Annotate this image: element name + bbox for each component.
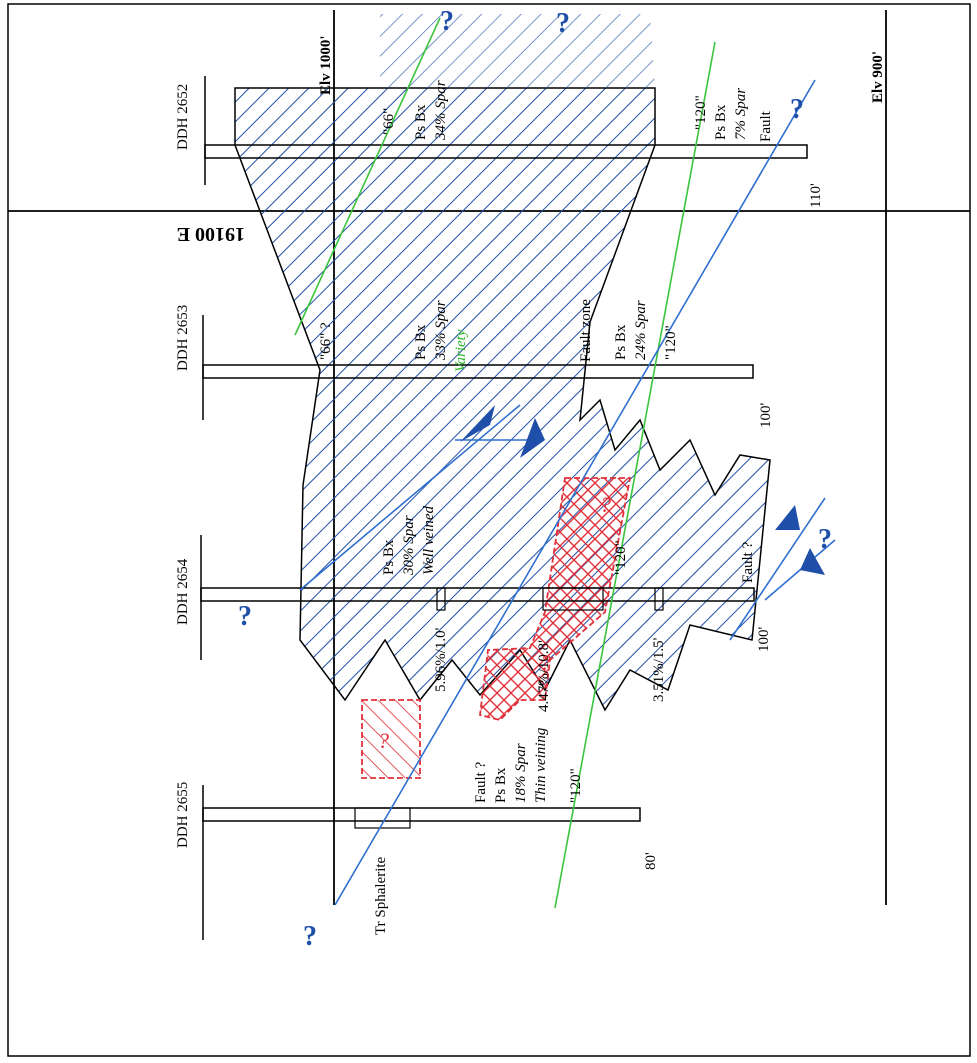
depth-label: 100' xyxy=(758,403,774,429)
fault-label: Fault ? xyxy=(740,541,756,583)
fault-arrow-icon xyxy=(520,418,545,458)
uncertainty-mark: ? xyxy=(600,492,611,517)
horizon-66-label: "66" ? xyxy=(318,322,334,360)
fault-line-main xyxy=(334,79,816,906)
rock-label: Ps Bx xyxy=(413,324,429,360)
fault-zone-label: Fault zone xyxy=(578,299,594,362)
drill-hole-2652 xyxy=(204,76,808,185)
drill-hole-2654 xyxy=(200,535,755,660)
rock-label: Ps Bx xyxy=(413,104,429,140)
rock-label: Ps Bx xyxy=(493,767,509,803)
uncertainty-mark: ? xyxy=(556,8,570,39)
rock-label: Ps Bx xyxy=(713,104,729,140)
assay-label: 5.96%/1.0' xyxy=(433,627,449,692)
horizon-120-label: "120" xyxy=(693,95,709,130)
spar-label: 34% Spar xyxy=(433,80,449,141)
spar-label: 30% Spar xyxy=(401,515,417,576)
uncertainty-mark: ? xyxy=(818,524,832,555)
uncertainty-mark: ? xyxy=(303,921,317,952)
fault-arrow-icon xyxy=(775,505,800,530)
ore-body-hatch xyxy=(234,87,771,712)
assay-label: 4.47%/10.8' xyxy=(536,640,552,712)
fault-arrow-icon xyxy=(800,548,825,575)
drill-hole-2653 xyxy=(202,315,754,420)
fault-arrow-icon xyxy=(460,405,495,442)
elevation-label-1000: Elv 1000' xyxy=(318,35,334,95)
uncertainty-mark: ? xyxy=(540,650,551,675)
drill-hole-label: DDH 2653 xyxy=(175,305,191,371)
sphalerite-label: Tr Sphalerite xyxy=(373,856,389,935)
rock-label: Ps Bx xyxy=(381,539,397,575)
section-label: 19100 E xyxy=(177,223,245,245)
uncertainty-mark: ? xyxy=(790,94,804,125)
horizon-66-label: "66" xyxy=(381,108,397,135)
drill-hole-label: DDH 2652 xyxy=(175,84,191,150)
rock-label: Ps Bx xyxy=(613,324,629,360)
high-grade-zone xyxy=(479,477,632,721)
depth-label: 100' xyxy=(756,627,772,653)
marker-horizon-66 xyxy=(294,17,441,336)
marker-horizon-120 xyxy=(554,41,716,909)
vein-label: Well veined xyxy=(421,505,437,575)
uncertainty-mark: ? xyxy=(440,6,454,37)
spar-label: 18% Spar xyxy=(513,743,529,803)
elevation-label-900: Elv 900' xyxy=(870,51,886,103)
drill-hole-label: DDH 2655 xyxy=(175,782,191,848)
assay-label: 3.51%/1.5' xyxy=(651,637,667,702)
uncertainty-mark: ? xyxy=(238,601,252,632)
spar-label: 33% Spar xyxy=(433,300,449,361)
ore-body-upper-hatch xyxy=(380,14,655,88)
fault-line-secondary xyxy=(299,404,521,591)
spar-label: 7% Spar xyxy=(733,88,749,140)
drill-hole-label: DDH 2654 xyxy=(175,558,191,625)
fault-label: Fault ? xyxy=(473,761,489,803)
fault-line-lower xyxy=(729,497,826,641)
frame-border xyxy=(7,3,971,1057)
horizon-120-label: "120" xyxy=(568,768,584,803)
uncertainty-mark: ? xyxy=(378,728,389,753)
spar-label: 24% Spar xyxy=(633,300,649,360)
fault-label: Fault xyxy=(758,110,774,142)
vein-label: Thin veining xyxy=(533,727,549,803)
depth-label: 110' xyxy=(808,183,824,208)
horizon-120-label: "120" xyxy=(663,325,679,360)
high-grade-zone-small xyxy=(361,699,421,779)
depth-label: 80' xyxy=(643,852,659,870)
drill-hole-2655 xyxy=(202,785,641,940)
variety-label: Variety xyxy=(453,329,469,372)
horizon-120-label: "120" xyxy=(613,540,629,575)
